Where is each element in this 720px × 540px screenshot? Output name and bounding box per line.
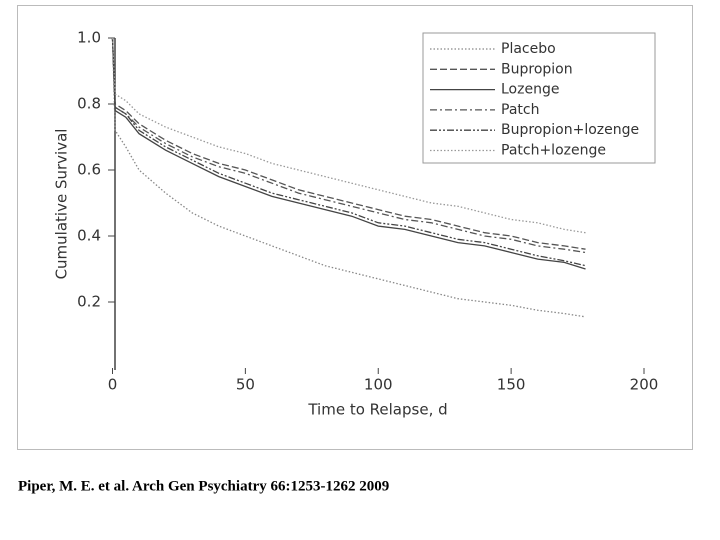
legend-label: Lozenge (501, 82, 559, 98)
x-tick-label: 100 (364, 376, 393, 394)
survival-line (111, 37, 586, 270)
x-tick-label: 0 (108, 376, 118, 394)
legend-label: Patch (501, 102, 539, 118)
y-tick-label: 0.4 (77, 227, 101, 245)
x-tick-label: 50 (236, 376, 255, 394)
legend-label: Patch+lozenge (501, 143, 606, 159)
chart-frame (17, 5, 693, 450)
y-axis-label: Cumulative Survival (53, 129, 71, 280)
legend-box (422, 32, 656, 164)
x-tick-label: 200 (630, 376, 659, 394)
y-tick-label: 0.2 (77, 293, 101, 311)
x-axis-label: Time to Relapse, d (307, 401, 447, 419)
legend-label: Bupropion+lozenge (501, 122, 639, 138)
legend-label: Bupropion (501, 61, 573, 77)
survival-line (111, 37, 586, 318)
y-tick-label: 0.6 (77, 161, 101, 179)
x-tick-label: 150 (497, 376, 526, 394)
source-note: Piper, M. E. et al. Arch Gen Psychiatry … (18, 478, 389, 494)
y-tick-label: 1.0 (77, 29, 101, 47)
survival-line (111, 37, 586, 254)
legend-label: Placebo (501, 41, 556, 57)
y-tick-label: 0.8 (77, 95, 101, 113)
survival-line (111, 37, 586, 234)
